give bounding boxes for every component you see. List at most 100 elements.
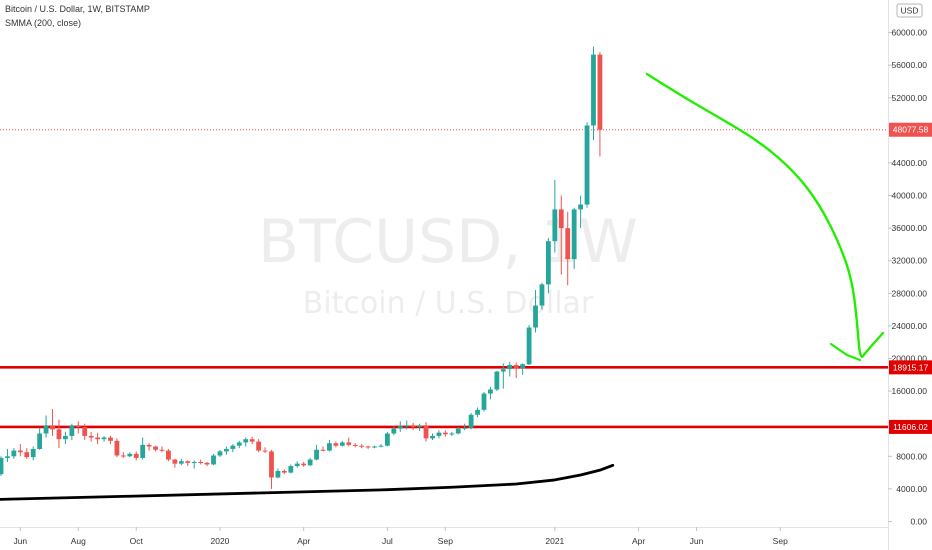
candle[interactable] — [24, 448, 30, 459]
candle[interactable] — [224, 446, 229, 455]
candle[interactable] — [198, 459, 204, 465]
candle[interactable] — [178, 458, 184, 466]
candle[interactable] — [166, 448, 171, 462]
candle[interactable] — [37, 427, 43, 450]
candle[interactable] — [488, 387, 493, 400]
candle[interactable] — [301, 462, 307, 467]
candle[interactable] — [423, 422, 429, 442]
candle[interactable] — [217, 449, 223, 458]
candle[interactable] — [417, 423, 422, 432]
candle[interactable] — [481, 391, 487, 412]
candle[interactable] — [108, 435, 113, 445]
candle[interactable] — [346, 437, 352, 447]
candle[interactable] — [275, 468, 281, 479]
candle[interactable] — [597, 52, 603, 157]
candle[interactable] — [140, 437, 146, 460]
candle[interactable] — [359, 444, 365, 449]
candle[interactable] — [339, 440, 345, 447]
candle[interactable] — [571, 207, 577, 269]
candle[interactable] — [520, 363, 526, 375]
symbol-title[interactable]: Bitcoin / U.S. Dollar, 1W, BITSTAMP — [5, 4, 150, 14]
candle[interactable] — [546, 237, 551, 294]
candle[interactable] — [333, 441, 339, 448]
candle[interactable] — [558, 195, 564, 275]
annotation-arrow[interactable] — [645, 72, 885, 358]
candle[interactable] — [288, 464, 294, 474]
candle[interactable] — [385, 431, 390, 447]
candle[interactable] — [63, 431, 68, 445]
candle[interactable] — [539, 282, 545, 310]
candle[interactable] — [327, 440, 332, 452]
candle[interactable] — [462, 423, 468, 431]
candle[interactable] — [314, 444, 319, 461]
candle[interactable] — [120, 452, 126, 458]
candle[interactable] — [159, 446, 165, 453]
candle[interactable] — [410, 422, 416, 431]
candle[interactable] — [262, 447, 268, 454]
candle[interactable] — [591, 46, 596, 141]
candle[interactable] — [249, 436, 255, 445]
candle[interactable] — [565, 211, 571, 286]
candle[interactable] — [43, 415, 49, 438]
candle[interactable] — [500, 363, 506, 389]
candle[interactable] — [114, 438, 120, 458]
candle[interactable] — [442, 430, 448, 437]
candle[interactable] — [378, 444, 384, 448]
candle[interactable] — [133, 451, 139, 461]
candle[interactable] — [243, 437, 249, 447]
candle[interactable] — [269, 449, 274, 489]
candle[interactable] — [101, 435, 107, 442]
candle[interactable] — [75, 421, 81, 434]
candle[interactable] — [307, 457, 313, 467]
candle[interactable] — [256, 439, 261, 453]
candle[interactable] — [185, 460, 191, 467]
candle[interactable] — [397, 421, 403, 432]
candle[interactable] — [0, 456, 4, 476]
candle[interactable] — [365, 445, 371, 449]
currency-badge[interactable]: USD — [896, 3, 923, 18]
candle[interactable] — [211, 453, 216, 466]
candle[interactable] — [50, 409, 55, 436]
candle[interactable] — [88, 431, 94, 442]
candle[interactable] — [436, 430, 442, 439]
candle[interactable] — [391, 425, 397, 436]
candle[interactable] — [11, 448, 17, 459]
candle[interactable] — [30, 446, 36, 461]
indicator-legend[interactable]: SMMA (200, close) — [5, 18, 82, 28]
candle[interactable] — [449, 431, 455, 436]
candle[interactable] — [584, 122, 590, 208]
candle[interactable] — [578, 195, 583, 229]
candle[interactable] — [236, 440, 242, 449]
candle[interactable] — [230, 444, 236, 453]
candle[interactable] — [352, 443, 358, 448]
candle[interactable] — [552, 180, 558, 253]
candle[interactable] — [475, 407, 480, 418]
candle[interactable] — [191, 460, 197, 469]
candle[interactable] — [127, 452, 133, 458]
price-axis[interactable]: 60000.00 56000.00 52000.00 44000.00 40000.00… — [888, 0, 927, 550]
candle[interactable] — [494, 370, 500, 392]
candle[interactable] — [69, 423, 75, 440]
candle[interactable] — [5, 448, 10, 462]
candle[interactable] — [526, 325, 532, 366]
candle[interactable] — [95, 432, 100, 445]
candle[interactable] — [404, 420, 410, 430]
candle[interactable] — [17, 444, 23, 457]
candle[interactable] — [153, 445, 158, 452]
candle[interactable] — [320, 446, 326, 452]
candle[interactable] — [372, 445, 377, 449]
candle[interactable] — [56, 419, 62, 449]
candle[interactable] — [146, 443, 152, 451]
candle[interactable] — [455, 426, 461, 435]
candle[interactable] — [513, 362, 519, 379]
candle[interactable] — [468, 413, 474, 430]
candle[interactable] — [294, 461, 300, 468]
smma-line[interactable] — [0, 463, 615, 501]
candle[interactable] — [533, 290, 538, 333]
candle[interactable] — [82, 423, 88, 440]
candle[interactable] — [204, 462, 210, 467]
candle[interactable] — [430, 433, 435, 440]
candle[interactable] — [507, 361, 513, 377]
candle[interactable] — [172, 458, 178, 468]
candle[interactable] — [281, 469, 287, 475]
